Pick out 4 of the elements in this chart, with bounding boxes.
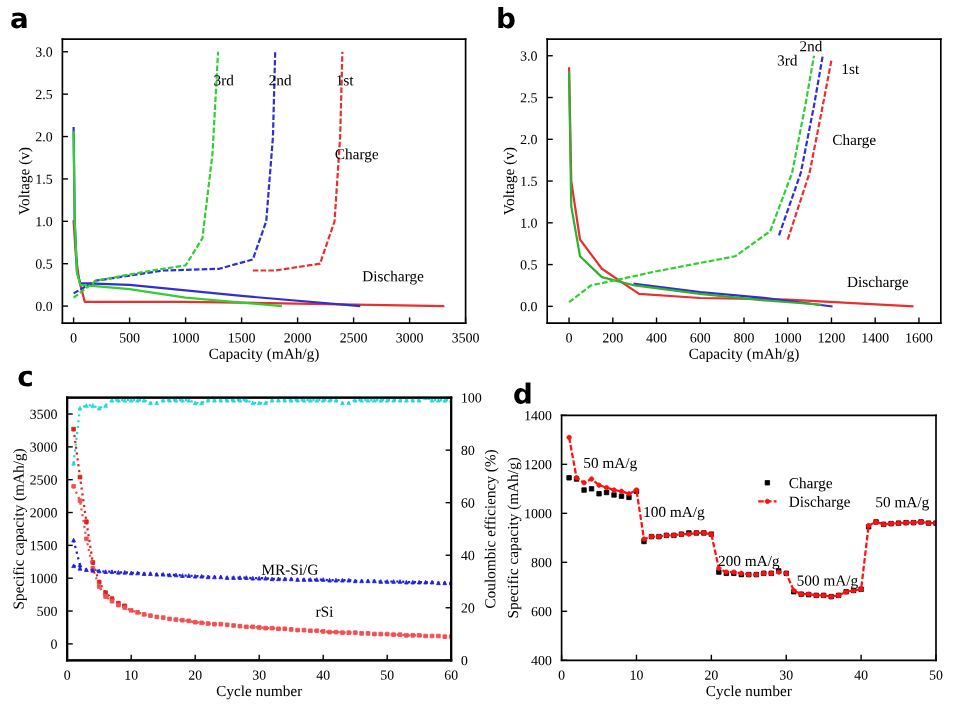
chart-title: a	[11, 12, 27, 29]
chart-title: b	[498, 6, 515, 29]
chart-title: c	[18, 370, 32, 387]
chart-title: d	[514, 382, 531, 404]
